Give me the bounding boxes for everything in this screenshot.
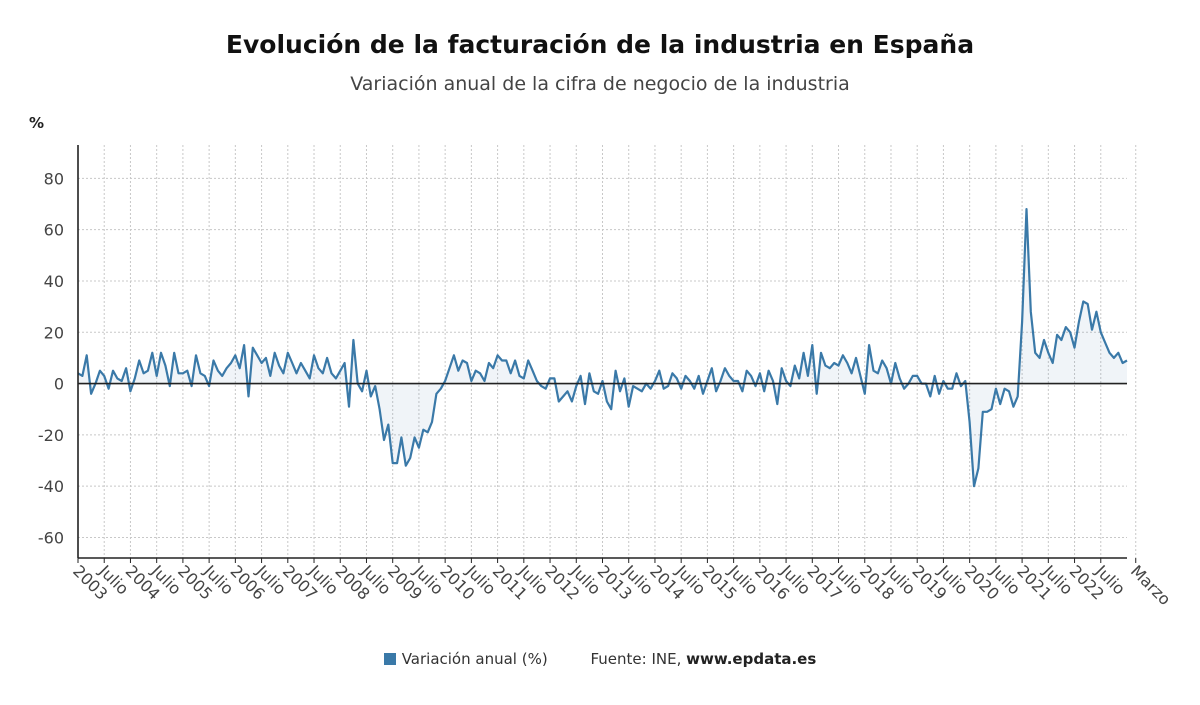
- y-unit-label: %: [29, 114, 44, 132]
- source-text: Fuente: INE, www.epdata.es: [590, 650, 816, 668]
- y-tick-label: 60: [44, 221, 64, 240]
- y-axis-ticks: 80 60 40 20 0 -20 -40 -60: [38, 169, 64, 547]
- chart-footer: Variación anual (%) Fuente: INE, www.epd…: [0, 650, 1200, 668]
- source-prefix: Fuente: INE,: [590, 650, 687, 668]
- y-tick-label: -60: [38, 528, 64, 547]
- y-tick-label: 20: [44, 323, 64, 342]
- source-site[interactable]: www.epdata.es: [686, 650, 817, 668]
- y-tick-label: 40: [44, 272, 64, 291]
- grid-lines: [77, 145, 1137, 558]
- y-tick-label: -40: [38, 477, 64, 496]
- series-line-variacion-anual: [77, 208, 1128, 488]
- legend-label: Variación anual (%): [401, 650, 548, 668]
- x-tick-label: Marzo: [1127, 561, 1175, 609]
- y-tick-label: -20: [38, 426, 64, 445]
- legend-swatch: [383, 653, 396, 665]
- x-axis-ticks: 2003Julio2004Julio2005Julio2006Julio2007…: [69, 558, 1175, 609]
- y-tick-label: 80: [44, 169, 64, 188]
- chart-title: Evolución de la facturación de la indust…: [225, 30, 975, 59]
- series-line-layer: [77, 208, 1128, 488]
- y-tick-label: 0: [54, 375, 64, 394]
- chart-subtitle: Variación anual de la cifra de negocio d…: [350, 73, 850, 95]
